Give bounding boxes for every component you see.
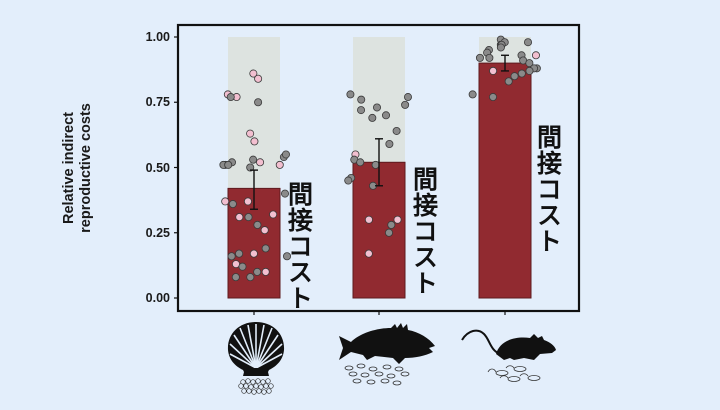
data-point-gray (253, 267, 262, 276)
data-point-pink (250, 137, 259, 146)
data-point-pink (393, 215, 402, 224)
data-point-gray (368, 113, 377, 122)
data-point-gray (525, 59, 534, 68)
data-point-gray (504, 77, 513, 86)
data-point-pink (364, 215, 373, 224)
rat-with-pups-icon (461, 329, 556, 382)
data-point-gray (246, 273, 255, 282)
y-tick-label-0-75: 0.75 (145, 95, 170, 109)
data-point-gray (475, 53, 484, 62)
fish-with-larvae-icon (339, 323, 435, 386)
data-point-gray (401, 100, 410, 109)
data-point-gray (226, 93, 235, 102)
data-point-gray (227, 252, 236, 261)
bar-annotation-scallop: 間接コスト (284, 181, 314, 316)
y-axis-title-line-2: reproductive costs (78, 103, 94, 233)
data-point-pink (254, 74, 263, 83)
data-point-gray (228, 200, 237, 209)
y-tick-label-1-00: 1.00 (145, 30, 170, 44)
data-point-gray (489, 93, 498, 102)
data-point-gray (224, 160, 233, 169)
bar-rodent (478, 62, 532, 299)
data-point-pink (269, 210, 278, 219)
data-point-gray (344, 176, 353, 185)
data-point-gray (371, 160, 380, 169)
data-point-pink (243, 197, 252, 206)
data-point-gray (403, 93, 412, 102)
data-point-gray (485, 53, 494, 62)
data-point-gray (387, 220, 396, 229)
data-point-gray (384, 228, 393, 237)
data-point-pink (531, 51, 540, 60)
data-point-gray (517, 69, 526, 78)
data-point-gray (281, 150, 290, 159)
data-point-pink (260, 226, 269, 235)
data-point-gray (244, 213, 253, 222)
data-point-gray (249, 155, 258, 164)
scallop-with-eggs-icon (227, 322, 285, 395)
data-point-pink (489, 66, 498, 75)
data-point-gray (238, 262, 247, 271)
bar-annotation-fish: 間接コスト (409, 166, 439, 301)
data-point-gray (280, 189, 289, 198)
data-point-gray (468, 90, 477, 99)
y-axis-title-line-1: Relative indirect (61, 112, 77, 225)
data-point-gray (231, 273, 240, 282)
data-point-gray (356, 158, 365, 167)
data-point-gray (496, 43, 505, 52)
data-point-pink (249, 249, 258, 258)
annotation-text: 間接コスト (409, 166, 439, 296)
data-point-gray (357, 95, 366, 104)
data-point-pink (275, 160, 284, 169)
data-point-gray (525, 66, 534, 75)
data-point-gray (357, 106, 366, 115)
y-tick-label-0-50: 0.50 (145, 161, 170, 175)
data-point-pink (235, 213, 244, 222)
data-point-gray (246, 163, 255, 172)
data-point-gray (254, 98, 263, 107)
y-tick-label-0-00: 0.00 (145, 291, 170, 305)
data-point-pink (261, 267, 270, 276)
data-point-gray (373, 103, 382, 112)
y-tick-label-0-25: 0.25 (145, 226, 170, 240)
data-point-gray (261, 244, 270, 253)
data-point-pink (246, 129, 255, 138)
annotation-text: 間接コスト (284, 181, 314, 311)
data-point-pink (249, 69, 258, 78)
data-point-pink (364, 249, 373, 258)
data-point-gray (385, 140, 394, 149)
data-point-gray (392, 126, 401, 135)
y-axis-title: Relative indirect reproductive costs (61, 103, 95, 233)
data-point-gray (346, 90, 355, 99)
data-point-pink (221, 197, 230, 206)
data-point-pink (256, 158, 265, 167)
data-point-gray (253, 220, 262, 229)
data-point-gray (235, 249, 244, 258)
annotation-text: 間接コスト (533, 124, 563, 254)
data-point-gray (510, 72, 519, 81)
data-point-gray (524, 38, 533, 47)
data-point-gray (382, 111, 391, 120)
data-point-gray (283, 252, 292, 261)
bar-annotation-rodent: 間接コスト (533, 124, 563, 259)
